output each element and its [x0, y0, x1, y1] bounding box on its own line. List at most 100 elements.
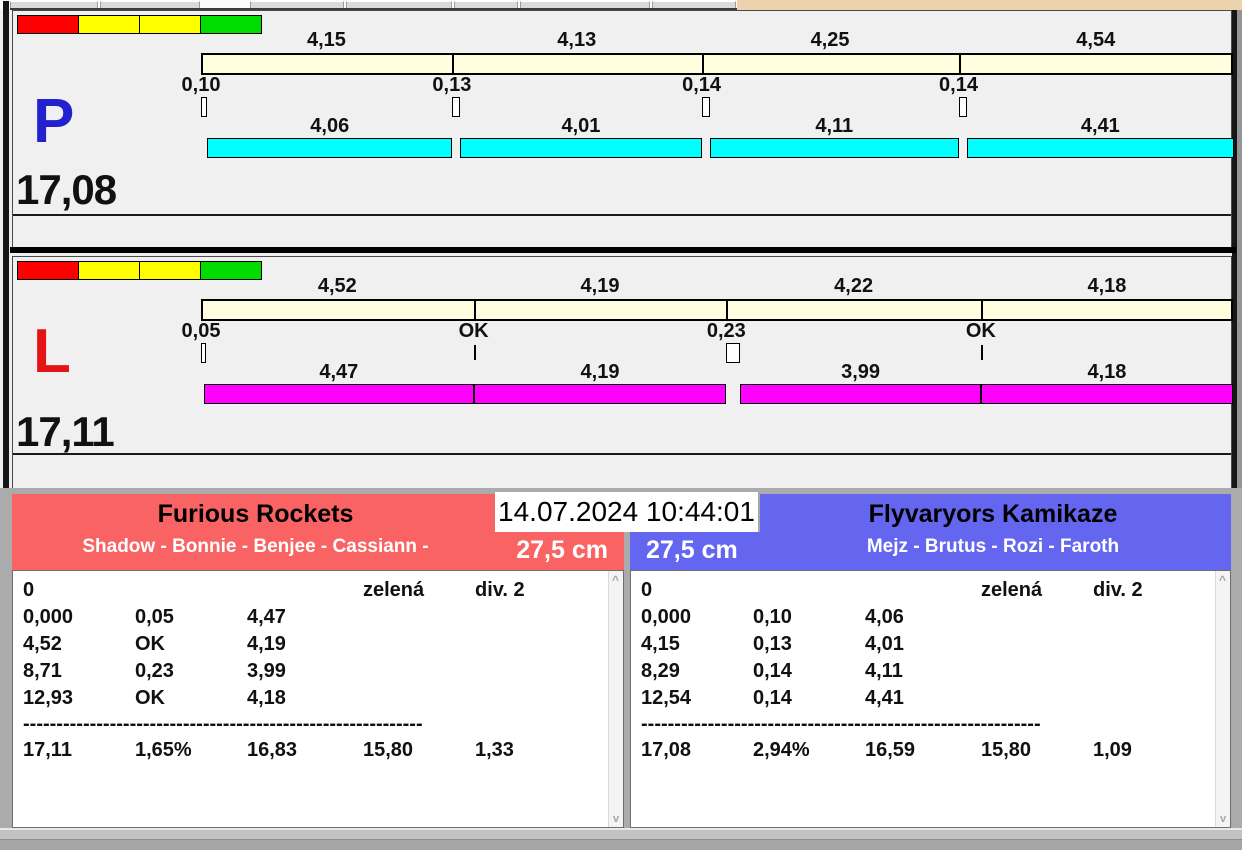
crossover-time-label: 0,23 [706, 320, 746, 342]
team-name: Furious Rockets [157, 500, 354, 528]
table-cell: 0,10 [753, 606, 792, 628]
jump-height: 27,5 cm [646, 536, 738, 564]
split-divider [473, 299, 476, 321]
crossover-time-label: 0,14 [939, 74, 978, 96]
team-split-bar [201, 299, 1233, 321]
team-split-bar [201, 53, 1233, 75]
crossover-time-label: OK [965, 320, 996, 342]
dog-time-label: 4,18 [1087, 361, 1127, 383]
lane-total-time: 17,11 [16, 408, 115, 455]
start-light-indicators [17, 261, 262, 280]
table-total-cell: 16,83 [247, 739, 298, 761]
table-cell: 4,47 [247, 606, 286, 628]
lane-bars: 4,15 0,10 4,06 4,13 0,13 4,01 4,25 0,14 4,11 4,54… [182, 11, 1234, 247]
window-left-border [3, 1, 9, 488]
background-window-strip [0, 0, 1242, 10]
table-meta-run: 0 [641, 579, 653, 601]
lane-panel-L: L 17,11 4,52 0,05 4,47 4,19 OK 4,19 4,22 0,23 3,… [12, 256, 1233, 489]
split-divider [451, 53, 454, 75]
table-cell: OK [135, 687, 165, 709]
table-meta-run: 0 [23, 579, 35, 601]
table-cell: 4,18 [247, 687, 286, 709]
dog-time-label: 4,41 [1080, 115, 1120, 137]
dog-time-bar [473, 384, 727, 404]
table-cell: 0,000 [641, 606, 692, 628]
table-scrollbar[interactable]: ^ v [1215, 571, 1230, 827]
table-scrollbar[interactable]: ^ v [608, 571, 623, 827]
lane-total-time: 17,08 [16, 166, 117, 213]
scroll-down-arrow[interactable]: v [1220, 813, 1227, 825]
table-total-cell: 2,94% [753, 739, 810, 761]
scroll-up-arrow[interactable]: ^ [1219, 573, 1227, 587]
crossover-time-label: 0,05 [181, 320, 221, 342]
table-total-cell: 1,65% [135, 739, 192, 761]
table-cell: 4,06 [865, 606, 904, 628]
bottom-frame-light [0, 828, 1242, 839]
table-cell: 0,14 [753, 687, 792, 709]
dog-time-label: 4,06 [310, 115, 350, 137]
table-total-cell: 16,59 [865, 739, 916, 761]
results-table: ^ v 0 zelená div. 2 0,000 0,05 4,47 4,52 OK 4,19… [12, 570, 624, 828]
split-time-label: 4,15 [306, 29, 346, 51]
table-cell: 3,99 [247, 660, 286, 682]
lane-separator-line [13, 453, 1231, 455]
lane-divider-bar [10, 247, 1236, 253]
table-cell: 12,93 [23, 687, 74, 709]
team-name: Flyvaryors Kamikaze [868, 500, 1118, 528]
split-time-label: 4,52 [317, 275, 357, 297]
table-cell: 0,05 [135, 606, 174, 628]
team-panel-right: Flyvaryors Kamikaze Mejz - Brutus - Rozi… [630, 494, 1231, 828]
crossover-gap-box [201, 343, 206, 363]
dog-time-bar [459, 138, 703, 158]
crossover-gap-box [451, 97, 460, 117]
results-table: ^ v 0 zelená div. 2 0,000 0,10 4,06 4,15 0,13 4,… [630, 570, 1231, 828]
crossover-ok-tick [473, 345, 476, 360]
results-section: Furious Rockets Shadow - Bonnie - Benjee… [0, 488, 1242, 850]
lane-letter: P [33, 87, 75, 156]
dog-time-bar [204, 384, 474, 404]
crossover-time-label: 0,14 [682, 74, 722, 96]
table-total-cell: 17,08 [641, 739, 692, 761]
table-cell: 0,23 [135, 660, 174, 682]
table-cell: 0,14 [753, 660, 792, 682]
window-right-frame [1237, 10, 1242, 488]
scroll-down-arrow[interactable]: v [613, 813, 620, 825]
table-meta-division: div. 2 [1093, 579, 1143, 601]
crossover-time-label: 0,10 [181, 74, 221, 96]
dog-time-bar [740, 384, 981, 404]
dog-time-label: 4,11 [815, 115, 854, 137]
split-time-label: 4,18 [1087, 275, 1127, 297]
split-time-label: 4,54 [1076, 29, 1116, 51]
split-divider [726, 299, 729, 321]
lane-panel-P: P 17,08 4,15 0,10 4,06 4,13 0,13 4,01 4,25 0,14… [12, 10, 1234, 248]
table-total-cell: 1,09 [1093, 739, 1132, 761]
split-divider [980, 299, 983, 321]
split-divider [958, 53, 961, 75]
table-cell: 4,01 [865, 633, 904, 655]
lane-letter: L [33, 317, 71, 386]
dog-time-bar [980, 384, 1233, 404]
table-cell: 0,000 [23, 606, 74, 628]
jump-height: 27,5 cm [516, 536, 608, 564]
split-divider [701, 53, 704, 75]
table-cell: 4,11 [865, 660, 903, 682]
table-meta-light: zelená [363, 579, 425, 601]
indicator-light-2 [78, 261, 140, 280]
dog-time-label: 4,19 [580, 361, 620, 383]
indicator-light-4 [200, 15, 262, 34]
indicator-light-3 [139, 15, 201, 34]
scroll-up-arrow[interactable]: ^ [612, 573, 620, 587]
dog-time-bar [710, 138, 959, 158]
indicator-light-1 [17, 261, 79, 280]
crossover-time-label: OK [458, 320, 489, 342]
lane-bars: 4,52 0,05 4,47 4,19 OK 4,19 4,22 0,23 3,99 4,18 OK… [182, 257, 1233, 488]
team-roster: Shadow - Bonnie - Benjee - Cassiann - [82, 536, 429, 557]
dog-time-bar [966, 138, 1234, 158]
team-panel-left: Furious Rockets Shadow - Bonnie - Benjee… [12, 494, 624, 828]
split-time-label: 4,19 [580, 275, 620, 297]
table-total-cell: 1,33 [475, 739, 514, 761]
table-cell: 0,13 [753, 633, 792, 655]
table-total-cell: 15,80 [981, 739, 1032, 761]
crossover-ok-tick [980, 345, 983, 360]
bottom-frame-dark [0, 839, 1242, 850]
